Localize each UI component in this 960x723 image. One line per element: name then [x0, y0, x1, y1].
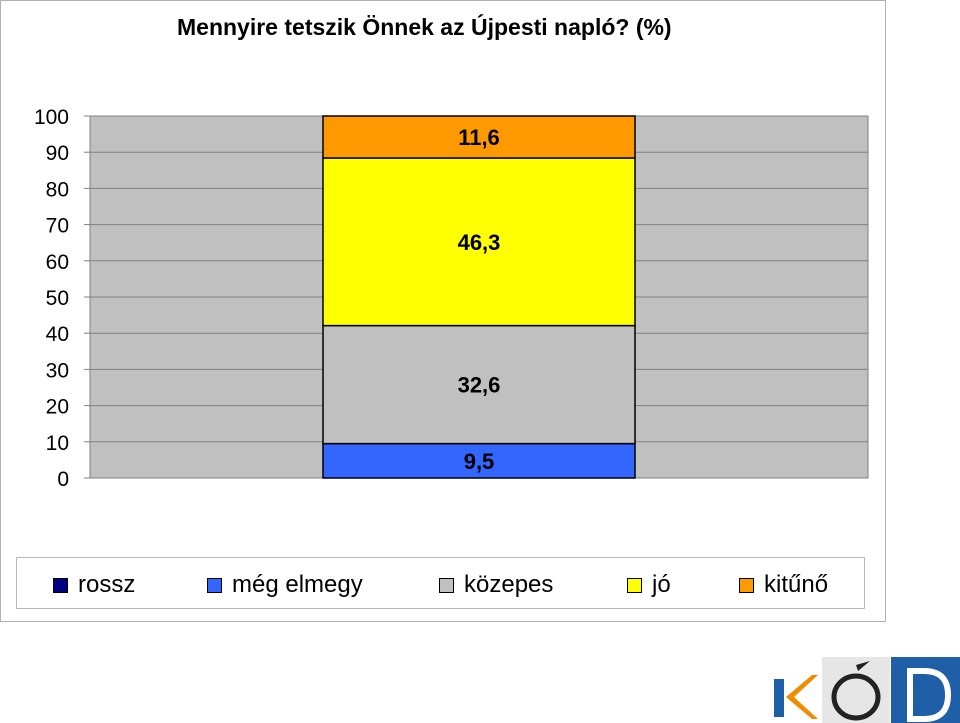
- bar-segment: [322, 324, 636, 445]
- legend-label: rossz: [78, 571, 136, 598]
- legend-item: közepes: [439, 571, 553, 599]
- y-tick-label: 0: [57, 468, 69, 491]
- kod-logo: [774, 657, 960, 723]
- bar-segment: [322, 157, 636, 327]
- y-tick-label: 40: [46, 323, 69, 346]
- legend: rossz még elmegy közepes jó kitűnő: [16, 557, 865, 609]
- y-tick-label: 90: [46, 142, 69, 165]
- plot-area: 0 10 20 30 40 50 60 70 80 90 100 9,5 32,6 46,3 11,6: [34, 106, 869, 491]
- data-label: 46,3: [458, 230, 501, 255]
- legend-swatch: [207, 577, 222, 593]
- legend-swatch: [439, 577, 454, 593]
- legend-label: jó: [652, 571, 671, 598]
- bar-segment: [322, 115, 636, 159]
- bar-segment: [322, 442, 636, 479]
- chart-title: Mennyire tetszik Önnek az Újpesti napló?…: [177, 14, 672, 40]
- y-tick-label: 50: [46, 287, 69, 310]
- legend-item: még elmegy: [207, 571, 363, 599]
- data-label: 11,6: [458, 125, 500, 150]
- legend-swatch: [627, 577, 642, 593]
- y-tick-label: 80: [46, 178, 69, 201]
- legend-item: rossz: [53, 571, 135, 599]
- legend-item: jó: [627, 571, 671, 599]
- y-tick-label: 60: [46, 251, 69, 274]
- legend-label: még elmegy: [232, 571, 363, 598]
- legend-label: közepes: [464, 571, 554, 598]
- legend-label: kitűnő: [764, 571, 829, 598]
- data-label: 32,6: [458, 373, 501, 398]
- legend-swatch: [53, 577, 68, 593]
- y-tick-label: 10: [46, 432, 69, 455]
- y-tick-label: 70: [46, 215, 69, 238]
- data-label: 9,5: [464, 449, 495, 474]
- chart-frame: Mennyire tetszik Önnek az Újpesti napló?…: [0, 0, 886, 622]
- y-tick-label: 20: [46, 396, 69, 419]
- y-tick-label: 30: [46, 359, 69, 382]
- legend-item: kitűnő: [739, 571, 828, 599]
- y-tick-label: 100: [34, 106, 69, 129]
- legend-swatch: [739, 577, 754, 593]
